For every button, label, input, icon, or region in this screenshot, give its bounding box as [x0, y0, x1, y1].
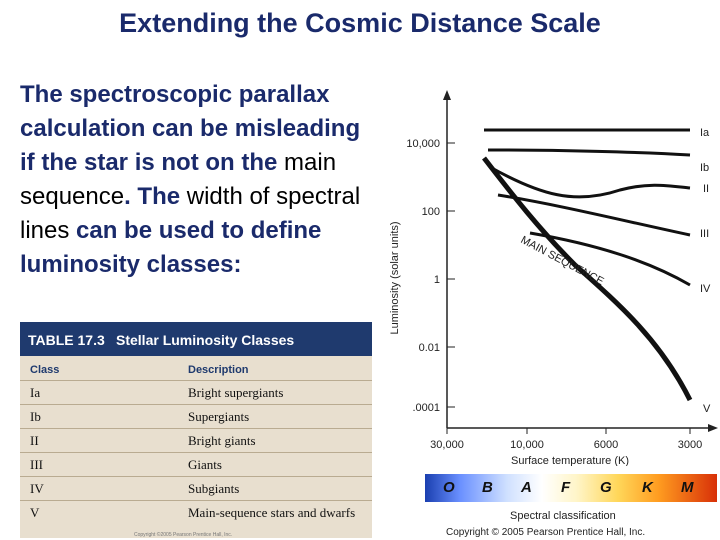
spectral-class-k: K: [642, 479, 653, 496]
spectral-class-o: O: [443, 479, 455, 496]
description-cell: Subgiants: [188, 481, 240, 496]
x-tick-label: 10,000: [510, 439, 544, 451]
table-caption: Stellar Luminosity Classes: [116, 332, 295, 348]
spectral-class-a: A: [521, 479, 532, 496]
spectral-class-f: F: [561, 479, 571, 496]
class-cell: Ib: [30, 409, 41, 424]
x-tick-label: 3000: [678, 439, 702, 451]
spectral-classification-label: Spectral classification: [510, 510, 616, 522]
class-label-ia: Ia: [700, 127, 710, 139]
class-label-ii: II: [703, 183, 709, 195]
main-sequence-label: MAIN SEQUENCE: [519, 234, 606, 288]
curve-class-iv: [529, 231, 691, 287]
spectral-class-b: B: [482, 479, 493, 496]
curve-class-iii: [497, 193, 691, 237]
description-cell: Bright giants: [188, 433, 256, 448]
class-label-ib: Ib: [700, 162, 709, 174]
description-cell: Main-sequence stars and dwarfs: [188, 505, 356, 520]
y-tick-label: .0001: [412, 402, 440, 414]
y-tick-label: 0.01: [419, 342, 440, 354]
column-header-description: Description: [188, 364, 249, 376]
x-axis-label: Surface temperature (K): [511, 455, 629, 466]
slide-title: Extending the Cosmic Distance Scale: [119, 8, 601, 38]
x-axis-arrow-icon: [708, 424, 718, 432]
y-tick-label: 10,000: [406, 138, 440, 150]
luminosity-class-diagram: 10,000 100 1 0.01 .0001 Luminosity (sola…: [389, 90, 718, 466]
luminosity-classes-term: luminosity classes: [20, 251, 234, 278]
table-number: TABLE 17.3: [28, 332, 105, 348]
class-cell: III: [30, 457, 43, 472]
spectral-class-g: G: [600, 479, 612, 496]
paragraph-part-3: can be used to define: [69, 217, 322, 244]
y-axis-arrow-icon: [443, 90, 451, 100]
main-sequence-term: main sequence: [20, 149, 337, 210]
paragraph-part-2: . The: [124, 183, 187, 210]
table-row: IV Subgiants: [20, 476, 372, 501]
y-axis-label: Luminosity (solar units): [389, 221, 401, 334]
table-row: Ia Bright supergiants: [20, 380, 372, 405]
paragraph-part-1: The spectroscopic parallax calculation c…: [20, 81, 361, 176]
description-cell: Bright supergiants: [188, 385, 284, 400]
spectral-lines-term: width of spectral lines: [20, 183, 361, 244]
spectral-class-m: M: [681, 479, 694, 496]
slide-paragraph: The spectroscopic parallax calculation c…: [20, 78, 380, 282]
table-row: V Main-sequence stars and dwarfs: [20, 500, 372, 525]
class-cell: II: [30, 433, 39, 448]
diagram-copyright: Copyright © 2005 Pearson Prentice Hall, …: [446, 527, 646, 538]
luminosity-classes-table: TABLE 17.3 Stellar Luminosity Classes Cl…: [20, 322, 372, 538]
class-label-v: V: [703, 403, 711, 415]
class-label-iii: III: [700, 228, 709, 240]
curve-class-ib: [487, 148, 691, 157]
column-header-class: Class: [30, 364, 60, 376]
x-tick-label: 6000: [594, 439, 618, 451]
table-copyright: Copyright ©2005 Pearson Prentice Hall, I…: [134, 532, 233, 538]
main-sequence-curve: [482, 156, 693, 402]
spectral-classification-bar: O B A F G K M: [425, 474, 717, 502]
description-cell: Giants: [188, 457, 222, 472]
x-tick-label: 30,000: [430, 439, 464, 451]
curve-class-ii: [489, 165, 691, 199]
class-label-iv: IV: [700, 283, 711, 295]
class-cell: IV: [30, 481, 44, 496]
table-row: Ib Supergiants: [20, 404, 372, 429]
table-header-bar: TABLE 17.3 Stellar Luminosity Classes: [20, 322, 372, 356]
paragraph-part-4: :: [233, 251, 242, 278]
y-tick-label: 1: [434, 274, 440, 286]
table-row: II Bright giants: [20, 428, 372, 453]
class-cell: V: [30, 505, 40, 520]
table-row: III Giants: [20, 452, 372, 477]
y-tick-label: 100: [422, 206, 440, 218]
description-cell: Supergiants: [188, 409, 250, 424]
class-cell: Ia: [30, 385, 41, 400]
